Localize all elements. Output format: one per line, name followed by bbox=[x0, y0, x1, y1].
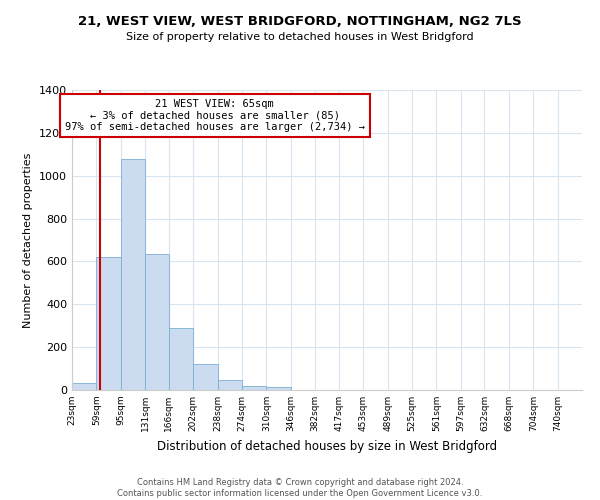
Text: Size of property relative to detached houses in West Bridgford: Size of property relative to detached ho… bbox=[126, 32, 474, 42]
Bar bbox=[121, 158, 145, 390]
X-axis label: Distribution of detached houses by size in West Bridgford: Distribution of detached houses by size … bbox=[157, 440, 497, 452]
Bar bbox=[97, 257, 121, 390]
Bar bbox=[72, 382, 97, 390]
Bar bbox=[242, 386, 266, 390]
Bar bbox=[218, 380, 242, 390]
Bar bbox=[193, 364, 218, 390]
Text: Contains HM Land Registry data © Crown copyright and database right 2024.
Contai: Contains HM Land Registry data © Crown c… bbox=[118, 478, 482, 498]
Y-axis label: Number of detached properties: Number of detached properties bbox=[23, 152, 34, 328]
Bar bbox=[169, 328, 193, 390]
Bar bbox=[266, 387, 291, 390]
Text: 21 WEST VIEW: 65sqm
← 3% of detached houses are smaller (85)
97% of semi-detache: 21 WEST VIEW: 65sqm ← 3% of detached hou… bbox=[65, 99, 365, 132]
Bar bbox=[145, 254, 169, 390]
Text: 21, WEST VIEW, WEST BRIDGFORD, NOTTINGHAM, NG2 7LS: 21, WEST VIEW, WEST BRIDGFORD, NOTTINGHA… bbox=[78, 15, 522, 28]
